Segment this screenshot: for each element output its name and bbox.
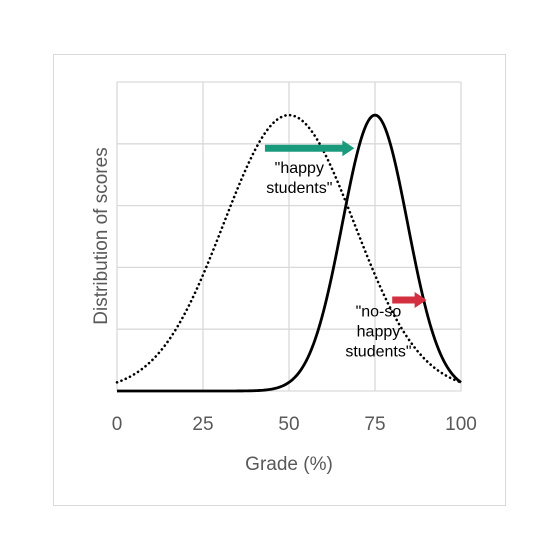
x-axis-title: Grade (%) — [245, 454, 333, 475]
happy-label-line: students" — [266, 180, 332, 197]
not-so-happy-label-line: students" — [345, 344, 411, 361]
x-tick-label: 50 — [278, 414, 299, 435]
x-tick-labels: 0 25 50 75 100 — [112, 414, 477, 435]
happy-label-line: "happy — [275, 160, 324, 177]
series-solid-line — [117, 113, 462, 393]
not-so-happy-arrow — [392, 291, 427, 308]
x-tick-label: 100 — [445, 414, 477, 435]
series-dotted-line — [115, 113, 463, 384]
x-tick-label: 0 — [112, 414, 123, 435]
not-so-happy-label-line: "no-so — [356, 304, 402, 321]
chart-frame — [53, 54, 506, 506]
happy-arrow — [264, 140, 355, 157]
x-tick-label: 75 — [364, 414, 385, 435]
annotations-layer: "happy students" "no-so happy students" — [264, 140, 427, 361]
y-axis-title: Distribution of scores — [91, 147, 112, 324]
x-tick-label: 25 — [192, 414, 213, 435]
not-so-happy-label-line: happy — [357, 324, 401, 341]
grid — [116, 81, 462, 392]
series-layer — [115, 113, 463, 393]
